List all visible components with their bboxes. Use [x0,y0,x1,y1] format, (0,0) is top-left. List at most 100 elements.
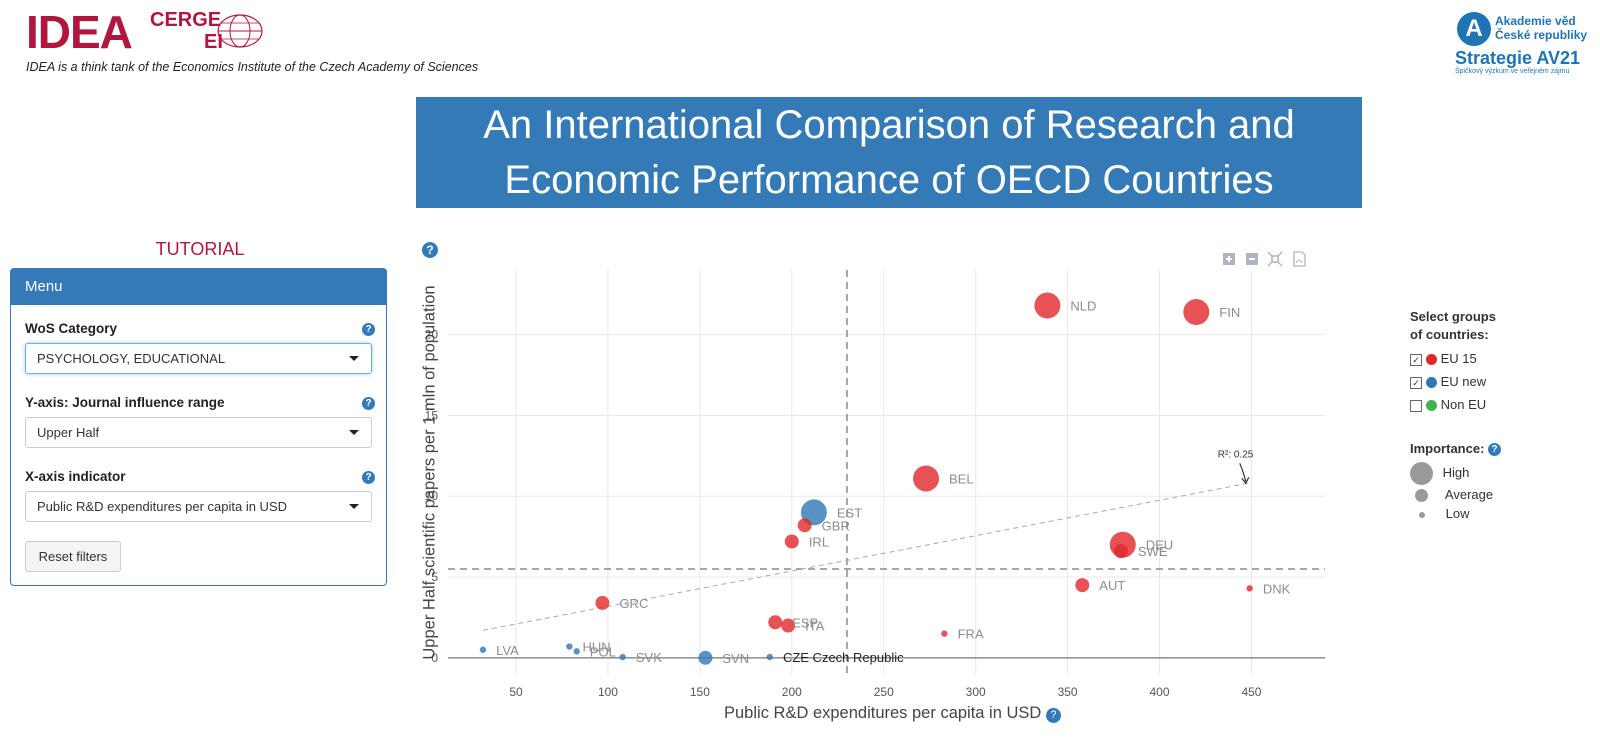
data-point-dnk [1246,585,1253,592]
trend-line [482,482,1248,631]
menu-title: Menu [11,269,386,305]
r2-arrow [1239,463,1247,482]
eunew-checkbox[interactable]: ✓ [1410,376,1422,389]
data-points [479,292,1253,665]
reset-filters-button[interactable]: Reset filters [25,541,121,572]
data-point-cze [766,653,773,661]
chevron-down-icon [349,504,359,509]
point-label-ita: ITA [805,619,825,634]
reset-zoom-icon[interactable] [1267,251,1283,267]
point-label-bel: BEL [949,471,974,486]
noneu-label: Non EU [1440,397,1487,412]
plot-help-icon[interactable]: ? [422,242,438,258]
data-point-nld [1034,292,1061,319]
x-tick-label: 150 [690,685,710,699]
eunew-label: EU new [1440,374,1487,389]
group-eu15[interactable]: ✓ EU 15 [1410,350,1477,368]
x-axis-label: X-axis indicator [25,469,126,484]
av21-logo[interactable]: A Akademie věd České republiky Strategie… [1455,10,1595,80]
wos-category-value: PSYCHOLOGY, EDUCATIONAL [37,351,226,366]
data-point-svn [698,650,713,665]
y-axis-value: Upper Half [37,425,100,440]
data-point-deu [1109,531,1136,558]
data-point-esp [768,615,783,630]
importance-help-icon[interactable]: ? [1488,443,1502,457]
x-tick-label: 400 [1150,685,1170,699]
importance-average-label: Average [1444,487,1494,502]
point-label-swe: SWE [1138,544,1168,559]
x-tick-label: 50 [509,685,523,699]
y-axis-title: Upper Half scientific papers per 1 mln o… [420,285,439,660]
wos-category-select[interactable]: PSYCHOLOGY, EDUCATIONAL [25,343,372,374]
importance-low-dot [1419,511,1425,518]
noneu-checkbox[interactable] [1410,399,1422,412]
data-point-hun [566,643,573,650]
importance-average-dot [1415,489,1428,503]
x-tick-label: 100 [598,685,618,699]
point-label-dnk: DNK [1263,581,1291,596]
point-label-deu: DEU [1146,538,1173,553]
r2-annotation: R²: 0.25 [1218,449,1254,460]
globe-icon [217,14,263,48]
data-point-svk [619,653,626,661]
point-label-hun: HUN [583,640,611,655]
cerge-logo-text: CERGE [150,9,222,31]
importance-high-label: High [1442,464,1470,480]
x-axis-title-help-icon[interactable]: ? [1045,708,1061,723]
tutorial-link[interactable]: TUTORIAL [155,239,245,259]
av-a-icon: A [1457,12,1491,46]
noneu-dot [1426,400,1437,412]
idea-logo[interactable]: IDEA CERGE EI [26,8,266,56]
x-axis-help-icon[interactable]: ? [362,471,375,484]
point-label-lva: LVA [496,643,519,658]
x-axis-value: Public R&D expenditures per capita in US… [37,499,288,514]
point-label-svn: SVN [722,651,749,666]
av-line-4: Špičkový výzkum ve veřejném zájmu [1455,68,1570,75]
av-line-1: Akademie věd [1495,14,1576,28]
page-title-line-1: An International Comparison of Research … [483,103,1295,147]
x-axis-select[interactable]: Public R&D expenditures per capita in US… [25,491,372,522]
y-axis-help-icon[interactable]: ? [362,397,375,410]
point-label-grc: GRC [619,596,648,611]
point-label-fin: FIN [1219,305,1240,320]
importance-average: Average [1410,486,1493,504]
importance-low: Low [1410,505,1469,523]
x-tick-label: 200 [782,685,802,699]
idea-logo-text: IDEA [26,6,133,58]
data-point-lva [479,646,487,653]
data-point-bel [913,465,940,492]
data-point-fra [941,630,948,637]
ei-logo-text: EI [204,31,223,53]
importance-title-row: Importance: ? [1410,440,1502,458]
point-label-gbr: GBR [822,518,850,533]
r2-arrow-head [1241,477,1250,485]
data-point-pol [573,648,580,655]
group-noneu[interactable]: Non EU [1410,396,1486,414]
point-label-svk: SVK [636,650,662,665]
point-label-nld: NLD [1070,299,1096,314]
wos-category-label: WoS Category [25,321,118,336]
importance-title: Importance: [1410,441,1485,456]
groups-title-1: Select groups [1410,309,1496,324]
point-label-cze: CZE Czech Republic [783,650,904,665]
point-label-aut: AUT [1099,578,1125,593]
data-point-ita [781,618,796,633]
zoom-in-icon[interactable] [1223,253,1235,265]
chart-toolbar [1223,251,1306,267]
tagline: IDEA is a think tank of the Economics In… [26,60,479,74]
av-line-3: Strategie AV21 [1455,48,1581,68]
export-pdf-icon[interactable] [1293,251,1306,267]
groups-title-2: of countries: [1410,327,1489,342]
x-tick-label: 300 [966,685,986,699]
importance-low-label: Low [1445,506,1470,521]
eu15-label: EU 15 [1440,351,1477,366]
eunew-dot [1426,377,1437,389]
x-tick-label: 450 [1241,685,1261,699]
zoom-out-icon[interactable] [1246,253,1258,265]
eu15-checkbox[interactable]: ✓ [1410,353,1422,366]
group-eunew[interactable]: ✓ EU new [1410,373,1486,391]
y-axis-select[interactable]: Upper Half [25,417,372,448]
wos-help-icon[interactable]: ? [362,323,375,336]
